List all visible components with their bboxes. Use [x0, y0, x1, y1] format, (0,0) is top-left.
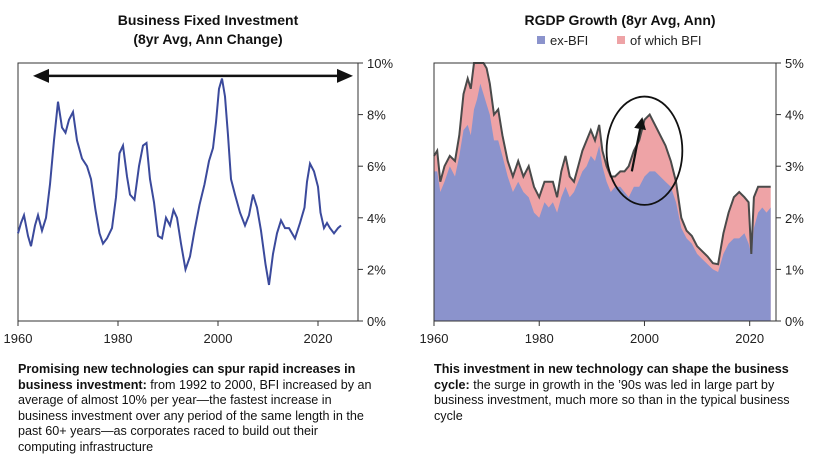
right-chart-title: RGDP Growth (8yr Avg, Ann) — [524, 12, 715, 28]
upward-arrowhead — [634, 117, 646, 131]
right-x-tick-label: 2000 — [630, 331, 659, 346]
left-x-axis: 1960 1980 2000 2020 — [4, 321, 333, 346]
left-caption: Promising new technologies can spur rapi… — [18, 362, 378, 455]
left-chart: Business Fixed Investment (8yr Avg, Ann … — [4, 12, 394, 346]
right-annotations — [605, 95, 684, 206]
left-y-tick-label: 2% — [367, 262, 386, 277]
left-x-tick-label: 2020 — [304, 331, 333, 346]
right-area-series — [433, 62, 771, 321]
left-y-tick-label: 4% — [367, 211, 386, 226]
left-y-axis: 0% 2% 4% 6% 8% 10% — [358, 56, 393, 329]
right-y-tick-label: 1% — [785, 262, 804, 277]
legend-label-bfi: of which BFI — [630, 33, 702, 48]
upward-arrow-shaft — [630, 128, 642, 172]
right-plot-frame — [433, 62, 777, 322]
left-x-tick-label: 1960 — [4, 331, 33, 346]
right-caption-bold: This investment in new technology can sh… — [434, 362, 789, 392]
right-x-axis: 1960 1980 2000 2020 — [420, 321, 764, 346]
highlight-ellipse — [605, 95, 684, 206]
right-chart: RGDP Growth (8yr Avg, Ann) ex-BFI of whi… — [420, 12, 804, 346]
right-caption-text: the surge in growth in the ’90s was led … — [434, 377, 790, 423]
left-x-tick-label: 1980 — [104, 331, 133, 346]
right-y-tick-label: 2% — [785, 211, 804, 226]
left-y-tick-label: 8% — [367, 108, 386, 123]
right-y-axis: 0% 1% 2% 3% 4% 5% — [776, 56, 804, 329]
left-x-tick-label: 2000 — [204, 331, 233, 346]
right-y-tick-label: 0% — [785, 314, 804, 329]
right-x-tick-label: 1980 — [525, 331, 554, 346]
right-x-tick-label: 1960 — [420, 331, 448, 346]
left-double-arrow — [33, 68, 353, 83]
left-arrowhead-left — [33, 68, 49, 83]
legend-swatch-bfi — [617, 36, 625, 44]
right-y-tick-label: 3% — [785, 159, 804, 174]
left-chart-title-line1: Business Fixed Investment — [118, 12, 299, 28]
right-caption: This investment in new technology can sh… — [434, 362, 794, 424]
left-caption-text: from 1992 to 2000, BFI increased by an a… — [18, 377, 372, 454]
left-bfi-line — [17, 78, 342, 286]
left-caption-bold: Promising new technologies can spur rapi… — [18, 362, 356, 392]
left-y-tick-label: 10% — [367, 56, 393, 71]
right-y-tick-label: 4% — [785, 108, 804, 123]
left-plot-frame — [17, 62, 359, 322]
right-x-tick-label: 2020 — [735, 331, 764, 346]
legend-swatch-exbfi — [537, 36, 545, 44]
left-y-tick-label: 0% — [367, 314, 386, 329]
exbfi-area — [434, 83, 771, 321]
left-y-tick-label: 6% — [367, 159, 386, 174]
legend-label-exbfi: ex-BFI — [550, 33, 588, 48]
right-y-tick-label: 5% — [785, 56, 804, 71]
left-chart-title-line2: (8yr Avg, Ann Change) — [133, 31, 282, 47]
left-arrowhead-right — [337, 68, 353, 83]
